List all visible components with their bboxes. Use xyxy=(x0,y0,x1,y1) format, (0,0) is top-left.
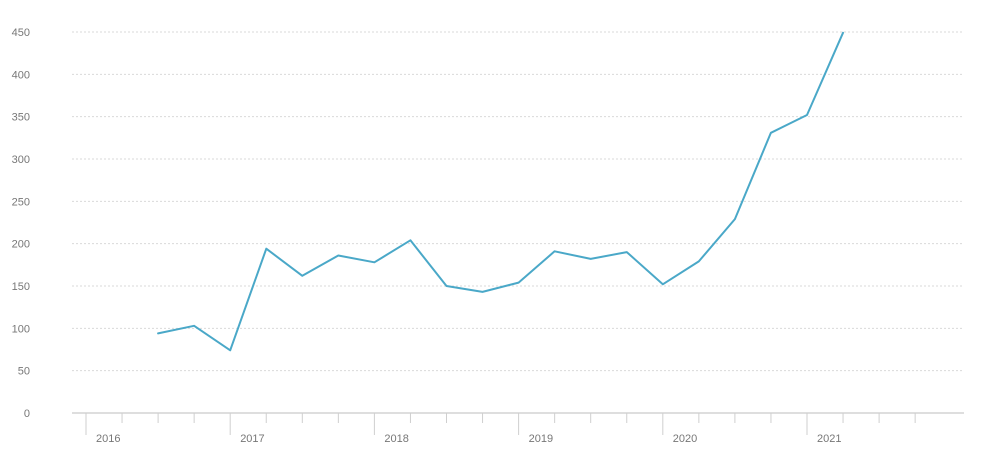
x-tick-label: 2018 xyxy=(384,433,408,445)
x-tick-label: 2016 xyxy=(96,433,120,445)
y-axis: 0 50 100 150 200 250 300 350 400 450 xyxy=(12,27,30,420)
series-line xyxy=(157,31,844,352)
y-tick-label: 200 xyxy=(12,239,30,251)
gridlines xyxy=(72,31,964,372)
y-tick-label: 400 xyxy=(12,69,30,81)
y-tick-label: 300 xyxy=(12,154,30,166)
x-tick-label: 2019 xyxy=(529,433,553,445)
x-tick-label: 2021 xyxy=(817,433,841,445)
y-tick-label: 100 xyxy=(12,323,30,335)
series-layer xyxy=(157,31,844,352)
x-tick-label: 2020 xyxy=(673,433,697,445)
y-tick-label: 50 xyxy=(18,366,30,378)
y-tick-label: 250 xyxy=(12,196,30,208)
x-tick-label: 2017 xyxy=(240,433,264,445)
y-tick-label: 450 xyxy=(12,27,30,39)
x-axis: 2016 2017 2018 2019 2020 2021 xyxy=(72,412,964,445)
y-tick-label: 150 xyxy=(12,281,30,293)
y-tick-label: 350 xyxy=(12,112,30,124)
y-tick-label: 0 xyxy=(24,408,30,420)
